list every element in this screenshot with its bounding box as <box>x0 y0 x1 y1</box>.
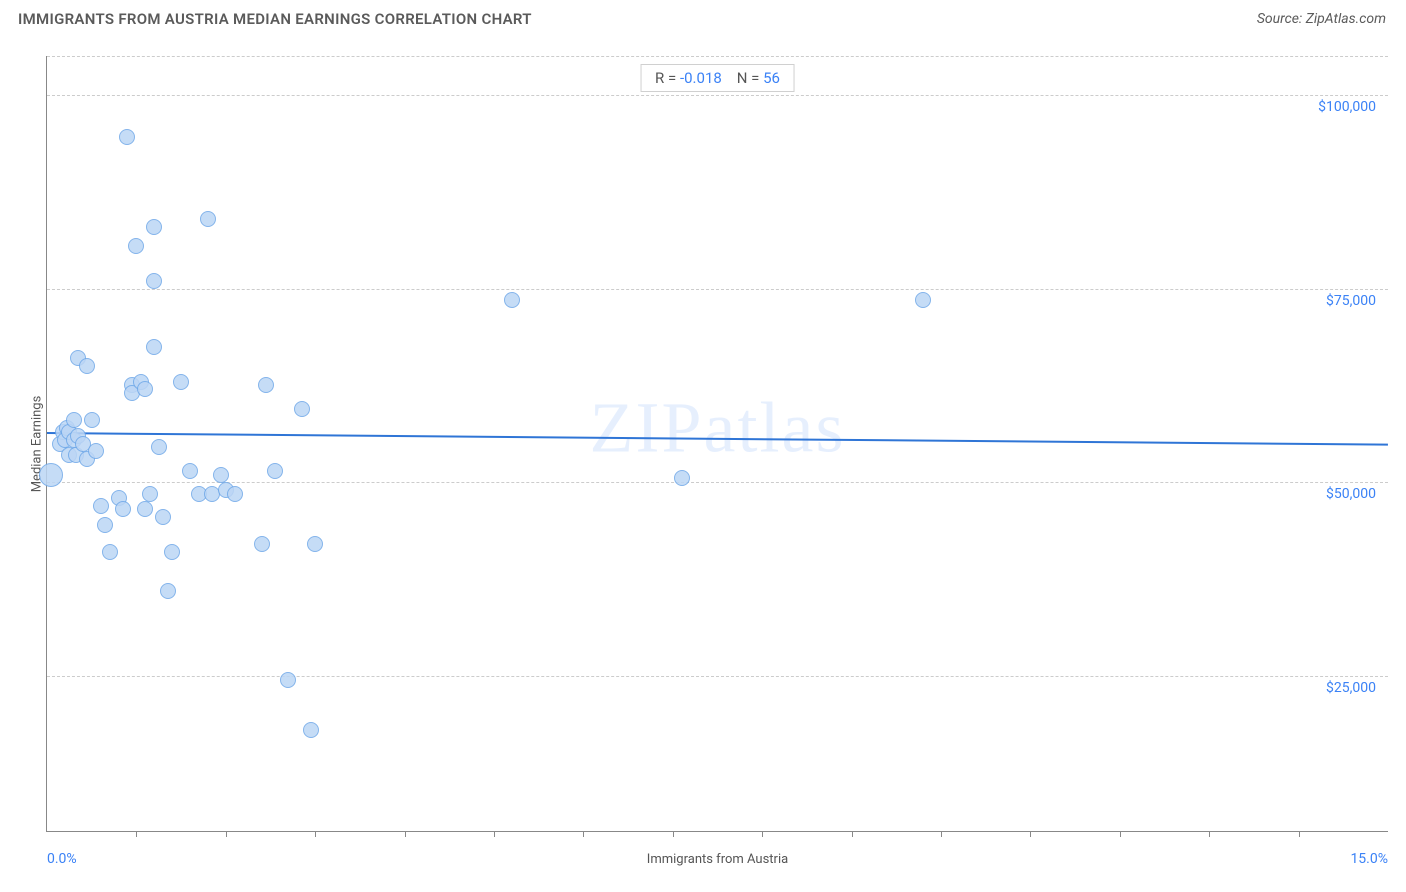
data-point <box>182 463 198 479</box>
n-label: N = <box>737 69 760 87</box>
data-point <box>164 544 180 560</box>
data-point <box>146 339 162 355</box>
data-point <box>146 219 162 235</box>
data-point <box>258 377 274 393</box>
data-point <box>200 211 216 227</box>
data-point <box>674 470 690 486</box>
data-point <box>39 463 63 487</box>
data-point <box>254 536 270 552</box>
data-point <box>227 486 243 502</box>
x-tick <box>136 831 137 837</box>
trend-line <box>47 432 1388 446</box>
data-point <box>307 536 323 552</box>
data-point <box>294 401 310 417</box>
x-tick <box>1030 831 1031 837</box>
x-tick <box>673 831 674 837</box>
x-tick <box>494 831 495 837</box>
data-point <box>267 463 283 479</box>
stats-box: R = -0.018 N = 56 <box>640 64 795 92</box>
data-point <box>504 292 520 308</box>
data-point <box>160 583 176 599</box>
chart-title: IMMIGRANTS FROM AUSTRIA MEDIAN EARNINGS … <box>18 10 532 28</box>
x-tick <box>1120 831 1121 837</box>
data-point <box>155 509 171 525</box>
x-min-label: 0.0% <box>47 851 77 867</box>
x-tick <box>405 831 406 837</box>
data-point <box>119 129 135 145</box>
data-point <box>142 486 158 502</box>
source-label: Source: ZipAtlas.com <box>1257 11 1386 27</box>
data-point <box>115 501 131 517</box>
data-point <box>915 292 931 308</box>
data-point <box>84 412 100 428</box>
x-max-label: 15.0% <box>1350 851 1388 867</box>
r-label: R = <box>655 69 676 87</box>
gridline <box>47 676 1388 677</box>
x-tick <box>852 831 853 837</box>
x-tick <box>941 831 942 837</box>
data-point <box>66 412 82 428</box>
y-tick-label: $25,000 <box>1326 680 1376 696</box>
data-point <box>137 381 153 397</box>
plot-area: ZIPatlas R = -0.018 N = 56 Median Earnin… <box>46 56 1388 832</box>
data-point <box>79 358 95 374</box>
gridline <box>47 95 1388 96</box>
data-point <box>88 443 104 459</box>
y-tick-label: $50,000 <box>1326 486 1376 502</box>
data-point <box>151 439 167 455</box>
x-tick <box>315 831 316 837</box>
x-axis-label: Immigrants from Austria <box>647 852 788 867</box>
n-value: 56 <box>763 69 780 87</box>
gridline <box>47 56 1388 57</box>
data-point <box>97 517 113 533</box>
data-point <box>137 501 153 517</box>
watermark: ZIPatlas <box>590 387 846 470</box>
x-tick <box>1209 831 1210 837</box>
data-point <box>303 722 319 738</box>
x-tick <box>226 831 227 837</box>
x-tick <box>1299 831 1300 837</box>
data-point <box>93 498 109 514</box>
data-point <box>173 374 189 390</box>
y-tick-label: $100,000 <box>1318 99 1376 115</box>
x-tick <box>762 831 763 837</box>
x-tick <box>583 831 584 837</box>
data-point <box>146 273 162 289</box>
data-point <box>280 672 296 688</box>
y-tick-label: $75,000 <box>1326 293 1376 309</box>
data-point <box>102 544 118 560</box>
data-point <box>213 467 229 483</box>
chart-container: ZIPatlas R = -0.018 N = 56 Median Earnin… <box>18 42 1388 874</box>
r-value: -0.018 <box>680 69 722 87</box>
data-point <box>128 238 144 254</box>
gridline <box>47 289 1388 290</box>
gridline <box>47 482 1388 483</box>
